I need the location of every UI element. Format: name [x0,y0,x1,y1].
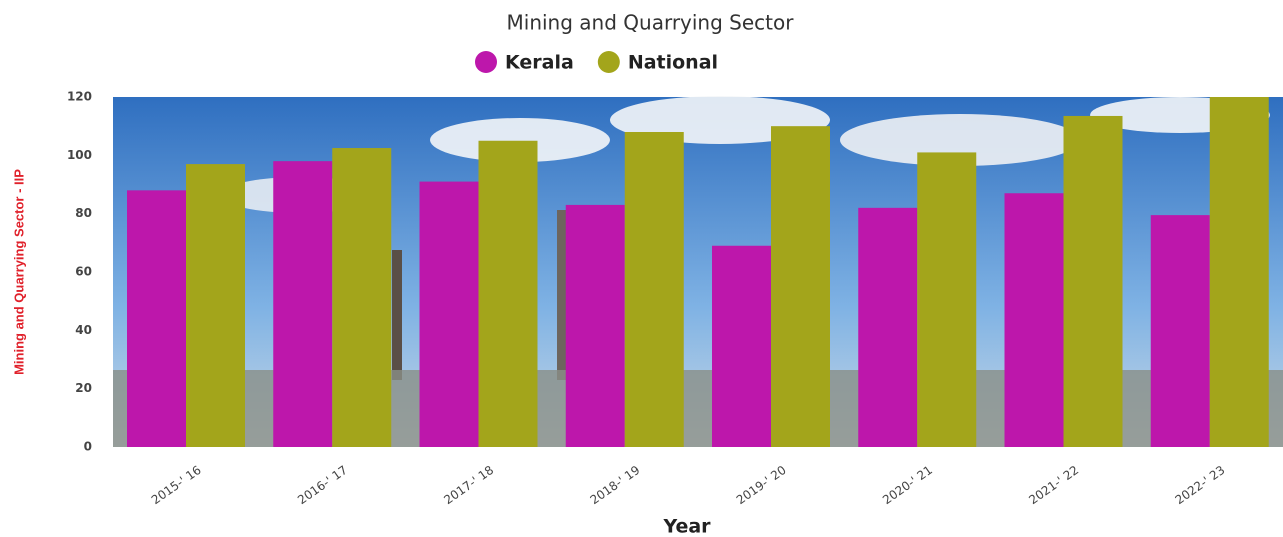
legend-swatch [597,51,620,73]
x-tick-label: 2015-' 16 [149,463,204,507]
x-axis-title: Year [662,516,711,537]
x-tick-label: 2021-' 22 [1026,463,1081,507]
y-tick-label: 120 [67,90,92,104]
bar [1063,115,1123,447]
legend-label: Kerala [505,52,574,74]
bar [1150,215,1210,447]
bar [273,161,333,447]
bar [478,140,538,447]
y-axis-title: Mining and Quarrying Sector - IIP [11,169,26,375]
y-tick-label: 20 [75,381,92,395]
y-tick-label: 80 [75,206,92,220]
bar [565,204,625,447]
y-tick-label: 60 [75,265,92,279]
x-tick-label: 2018-' 19 [588,463,643,507]
x-tick-label: 2020-' 21 [880,463,935,507]
legend: Kerala National [475,51,718,74]
bar [1209,97,1269,447]
bar [771,126,830,448]
y-tick-label: 40 [75,323,92,337]
x-tick-label: 2017-' 18 [441,463,496,507]
bar [858,207,918,447]
bar [1004,193,1064,447]
bar [127,190,186,448]
x-tick-label: 2022-' 23 [1173,463,1228,507]
y-tick-label: 0 [84,440,92,454]
y-tick-label: 100 [67,148,92,162]
bar [712,245,771,447]
chart-title: Mining and Quarrying Sector [507,11,795,35]
legend-swatch [475,51,497,73]
bar [332,148,392,447]
bar [624,132,684,447]
bar [186,164,245,448]
legend-label: National [628,52,718,74]
x-tick-label: 2019-' 20 [734,463,789,507]
bar [419,181,479,448]
bar [917,152,977,447]
x-tick-label: 2016-' 17 [295,463,350,507]
